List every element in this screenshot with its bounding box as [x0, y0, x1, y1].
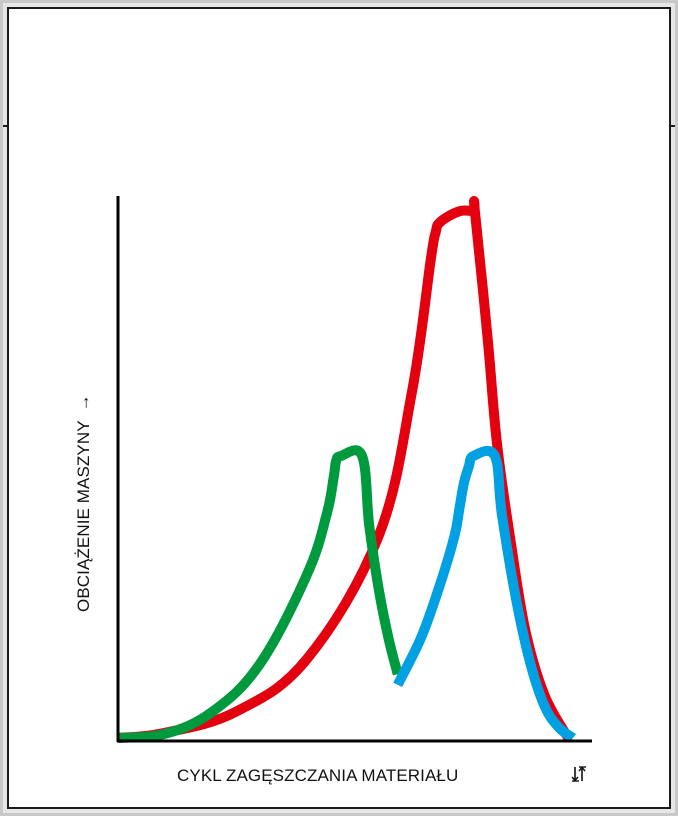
series-line-2 — [117, 445, 403, 743]
y-axis-label: OBCIĄŻENIE MASZYNY→ — [74, 394, 93, 612]
series-layer — [117, 196, 577, 743]
edge-mark-right — [669, 125, 675, 127]
edge-mark-left — [3, 125, 9, 127]
x-axis-label: CYKL ZAGĘSZCZANIA MATERIAŁU — [177, 766, 458, 785]
compaction-icon — [571, 766, 586, 782]
series-line-3 — [393, 445, 577, 743]
y-axis-arrow: → — [74, 394, 93, 411]
